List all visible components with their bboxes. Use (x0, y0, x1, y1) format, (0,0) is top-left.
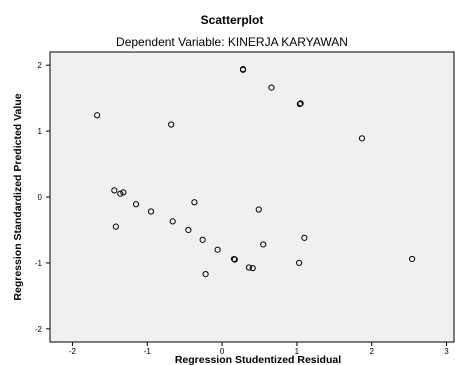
scatter-point (297, 100, 304, 107)
scatter-point (268, 84, 275, 91)
scatter-point (245, 264, 253, 271)
scatter-point (112, 223, 119, 230)
scatter-point (255, 206, 262, 213)
x-tick-label: -2 (69, 347, 77, 356)
chart-subtitle: Dependent Variable: KINERJA KARYAWAN (116, 35, 348, 49)
scatter-point (120, 189, 127, 196)
x-tick-label: -1 (144, 347, 152, 356)
scatter-point (358, 135, 366, 142)
scatter-point (94, 112, 101, 119)
y-axis-ticks: -2 -1 0 1 2 (35, 61, 50, 334)
scatter-point (191, 199, 198, 206)
x-tick-label: 2 (369, 347, 374, 356)
scatter-point (296, 259, 303, 267)
scatter-point (111, 187, 118, 194)
scatter-point (249, 265, 256, 272)
y-tick-label: -2 (35, 325, 43, 334)
x-tick-label: 1 (295, 347, 300, 356)
scatter-point (132, 201, 140, 208)
scatter-point (185, 226, 192, 234)
y-tick-label: -1 (35, 259, 43, 268)
y-tick-label: 2 (38, 61, 43, 70)
scatter-point (147, 208, 155, 215)
x-tick-label: 3 (444, 347, 449, 356)
scatter-point (296, 100, 303, 108)
x-axis-label: Regression Studentized Residual (175, 354, 341, 365)
plot-area (49, 51, 455, 343)
scatter-point (231, 256, 238, 263)
scatter-point (199, 236, 206, 243)
scatter-point (301, 234, 308, 241)
scatter-point (202, 271, 209, 278)
y-tick-label: 0 (38, 193, 43, 202)
x-tick-label: 0 (220, 347, 225, 356)
y-tick-label: 1 (38, 127, 43, 136)
scatter-point (168, 121, 175, 128)
scatter-point (409, 255, 416, 263)
data-points (94, 66, 416, 278)
scatter-point (260, 241, 267, 248)
scatter-point (169, 218, 176, 225)
y-axis-label: Regression Standardized Predicted Value (12, 93, 24, 300)
scatter-point (117, 190, 124, 197)
scatter-point (239, 66, 247, 73)
chart-title: Scatterplot (201, 13, 264, 27)
x-axis-ticks: -2 -1 0 1 2 3 (69, 342, 449, 356)
scatter-point (230, 255, 238, 263)
scatter-point (214, 246, 221, 253)
